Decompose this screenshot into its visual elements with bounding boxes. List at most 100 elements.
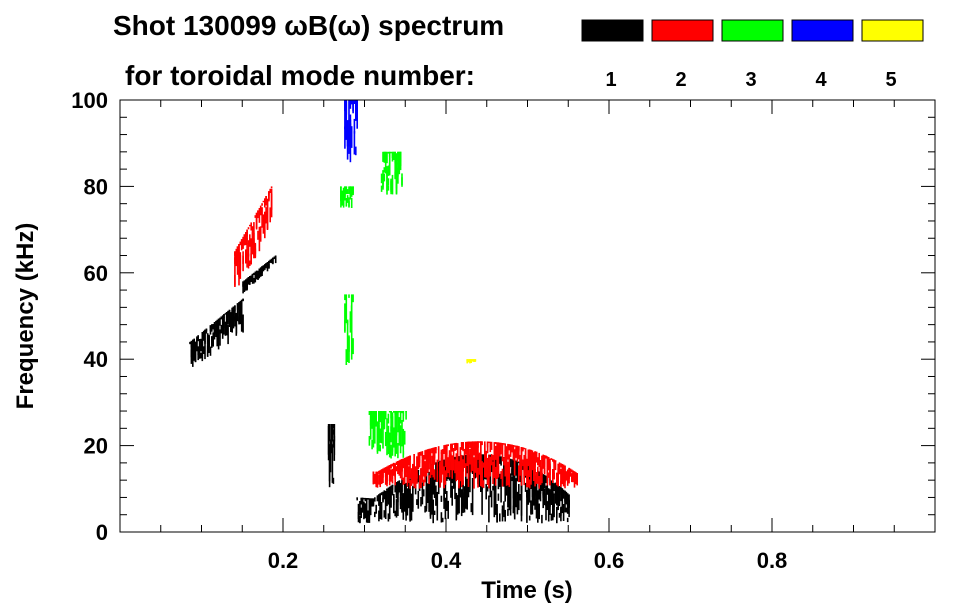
spectrum-mark-mode-2	[242, 236, 244, 249]
spectrum-mark-mode-3	[368, 436, 371, 446]
spectrum-mark-mode-1	[397, 481, 399, 494]
spectrum-mark-mode-5	[473, 359, 475, 362]
spectrum-mark-mode-2	[432, 447, 434, 450]
y-tick-label: 80	[84, 174, 108, 199]
spectrum-mark-mode-1	[440, 495, 443, 502]
spectrum-mark-mode-1	[382, 491, 384, 502]
spectrum-mark-mode-2	[519, 459, 521, 476]
spectrum-mark-mode-2	[379, 472, 381, 486]
spectrum-mark-mode-1	[471, 478, 474, 516]
spectrum-mark-mode-1	[497, 471, 500, 490]
spectrum-mark-mode-2	[450, 453, 452, 471]
spectrum-mark-mode-2	[384, 467, 387, 473]
spectrum-mark-mode-2	[566, 469, 569, 479]
spectrum-mark-mode-1	[215, 320, 217, 335]
spectrum-mark-mode-3	[387, 186, 390, 191]
spectrum-mark-mode-2	[560, 463, 562, 468]
spectrum-mark-mode-1	[363, 502, 365, 520]
spectrum-mark-mode-1	[215, 329, 217, 337]
spectrum-mark-mode-2	[524, 456, 527, 476]
spectrum-mark-mode-2	[403, 457, 406, 480]
spectrum-mark-mode-3	[387, 439, 390, 445]
spectrum-mark-mode-2	[505, 460, 508, 470]
spectrum-mark-mode-1	[463, 502, 466, 513]
spectrum-mark-mode-2	[234, 252, 236, 264]
spectrum-mark-mode-4	[349, 114, 352, 143]
spectrum-mark-mode-3	[395, 430, 398, 454]
spectrum-mark-mode-2	[424, 463, 426, 472]
spectrum-mark-mode-1	[565, 491, 568, 505]
spectrum-mark-mode-1	[561, 496, 564, 514]
spectrum-mark-mode-3	[388, 151, 391, 157]
spectrum-mark-mode-1	[262, 265, 265, 271]
spectrum-mark-mode-1	[365, 498, 368, 510]
spectrum-mark-mode-2	[394, 464, 396, 477]
spectrum-mark-mode-1	[508, 481, 511, 495]
spectrum-mark-mode-2	[471, 441, 474, 471]
spectrum-mark-mode-1	[566, 517, 569, 523]
spectrum-mark-mode-2	[547, 457, 550, 471]
y-tick-label: 100	[71, 88, 108, 113]
spectrum-mark-mode-1	[564, 490, 566, 502]
spectrum-mark-mode-4	[344, 126, 346, 149]
spectrum-mark-mode-1	[332, 439, 335, 448]
spectrum-mark-mode-1	[433, 510, 436, 515]
spectrum-mark-mode-2	[257, 230, 259, 240]
spectrum-mark-mode-2	[539, 460, 542, 485]
spectrum-mark-mode-2	[515, 447, 517, 458]
spectrum-mark-mode-2	[532, 452, 535, 474]
spectrum-mark-mode-3	[382, 411, 384, 413]
spectrum-mark-mode-2	[500, 471, 502, 480]
spectrum-mark-mode-1	[568, 500, 570, 518]
spectrum-mark-mode-2	[265, 211, 267, 219]
spectrum-mark-mode-3	[386, 418, 388, 442]
spectrum-mark-mode-1	[557, 505, 559, 511]
spectrum-mark-mode-1	[259, 270, 262, 277]
spectrum-mark-mode-2	[485, 454, 487, 468]
plot-marks	[189, 100, 578, 524]
spectrum-mark-mode-2	[412, 463, 414, 475]
spectrum-mark-mode-2	[393, 462, 395, 471]
spectrum-mark-mode-2	[573, 471, 576, 474]
spectrum-mark-mode-2	[246, 237, 248, 244]
spectrum-mark-mode-2	[264, 215, 266, 239]
spectrum-mark-mode-2	[270, 186, 273, 189]
spectrum-mark-mode-2	[428, 475, 430, 484]
spectrum-mark-mode-1	[192, 339, 194, 355]
spectrum-mark-mode-1	[208, 336, 210, 347]
series-mode-3	[340, 151, 407, 459]
spectrum-mark-mode-3	[349, 318, 352, 333]
spectrum-mark-mode-3	[403, 432, 406, 445]
spectrum-mark-mode-1	[227, 324, 229, 345]
spectrum-mark-mode-2	[262, 200, 265, 203]
spectrum-mark-mode-1	[433, 479, 436, 498]
spectrum-mark-mode-2	[511, 444, 513, 453]
spectrum-mark-mode-3	[344, 186, 346, 198]
spectrum-mark-mode-3	[399, 411, 402, 424]
spectrum-mark-mode-1	[386, 488, 388, 490]
spectrum-mark-mode-2	[474, 442, 477, 473]
spectrum-mark-mode-1	[507, 508, 509, 516]
spectrum-mark-mode-1	[447, 500, 449, 519]
legend-swatch-3	[721, 19, 784, 42]
spectrum-mark-mode-2	[469, 441, 471, 448]
spectrum-mark-mode-1	[480, 484, 482, 492]
spectrum-mark-mode-3	[368, 411, 371, 415]
spectrum-mark-mode-1	[329, 439, 332, 451]
spectrum-mark-mode-3	[378, 411, 380, 425]
spectrum-mark-mode-3	[395, 171, 398, 195]
spectrum-mark-mode-1	[507, 475, 509, 508]
spectrum-mark-mode-2	[443, 466, 445, 473]
spectrum-mark-mode-1	[412, 486, 414, 512]
spectrum-mark-mode-1	[516, 462, 519, 481]
spectrum-mark-mode-2	[505, 446, 508, 473]
spectrum-mark-mode-3	[391, 426, 394, 456]
spectrum-mark-mode-1	[456, 495, 459, 515]
spectrum-mark-mode-2	[463, 448, 466, 463]
spectrum-mark-mode-2	[482, 462, 485, 468]
spectrum-mark-mode-1	[460, 489, 463, 517]
spectrum-mark-mode-2	[406, 456, 409, 467]
spectrum-mark-mode-2	[398, 460, 401, 465]
spectrum-mark-mode-3	[350, 197, 353, 208]
spectrum-mark-mode-2	[484, 444, 486, 472]
